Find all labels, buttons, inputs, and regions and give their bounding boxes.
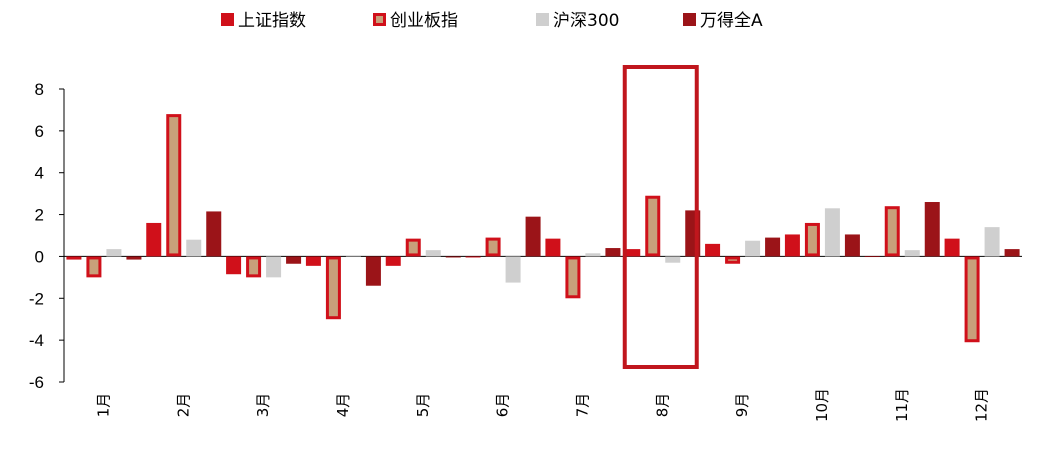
bar-2-2 <box>266 256 282 278</box>
bar-0-7 <box>625 249 641 257</box>
bar-2-5 <box>505 256 521 283</box>
bar-0-8 <box>705 243 721 257</box>
y-tick-label: 4 <box>35 164 44 183</box>
legend-swatch <box>683 13 696 26</box>
bar-0-9 <box>784 234 800 257</box>
bar-1-9 <box>804 222 820 257</box>
bar-1-5 <box>485 237 501 257</box>
bar-3-11 <box>1004 249 1020 257</box>
bar-2-1 <box>186 239 202 257</box>
y-tick-label: 6 <box>35 122 44 141</box>
legend-label: 创业板指 <box>390 11 458 31</box>
bar-0-6 <box>545 238 561 257</box>
bar-1-7 <box>645 195 661 257</box>
bar-0-5 <box>465 256 481 258</box>
bar-3-2 <box>286 256 302 264</box>
bar-1-1 <box>166 114 182 257</box>
bars <box>66 114 1020 343</box>
y-tick-label: 0 <box>35 247 44 266</box>
bar-0-10 <box>864 256 880 258</box>
bar-2-9 <box>824 208 840 257</box>
bar-1-3 <box>325 256 341 320</box>
legend-swatch <box>373 13 386 26</box>
x-tick-label: 3月 <box>254 393 272 418</box>
bar-0-0 <box>66 256 82 260</box>
x-tick-label: 10月 <box>813 388 831 422</box>
bar-2-3 <box>345 256 361 258</box>
bar-1-0 <box>86 256 102 278</box>
bar-3-1 <box>206 211 222 257</box>
bar-0-4 <box>385 256 401 266</box>
bar-2-0 <box>106 249 122 257</box>
bar-3-9 <box>844 234 860 257</box>
legend: 上证指数 创业板指 沪深300 万得全A <box>221 11 763 31</box>
legend-label: 万得全A <box>700 11 763 31</box>
legend-label: 上证指数 <box>238 11 306 31</box>
x-tick-label: 4月 <box>334 393 352 418</box>
bar-2-6 <box>585 253 601 257</box>
bar-1-4 <box>405 238 421 257</box>
bar-3-3 <box>365 256 381 286</box>
bar-3-0 <box>126 256 142 260</box>
bar-3-6 <box>605 248 621 257</box>
x-tick-label: 12月 <box>973 388 991 422</box>
x-tick-label: 1月 <box>94 393 112 418</box>
bar-1-11 <box>964 256 980 343</box>
bar-3-4 <box>445 256 461 258</box>
x-tick-label: 7月 <box>573 393 591 418</box>
bar-0-3 <box>305 256 321 266</box>
axes: -6 -4 -2 0 2 4 6 8 1月 2月 3月 4月 5月 6月 7月 8月 9月 10月 11月 12月 <box>29 80 1022 422</box>
highlight-group <box>622 65 699 369</box>
legend-swatch <box>221 13 234 26</box>
bar-1-8 <box>725 256 741 264</box>
bar-3-10 <box>924 202 940 257</box>
bar-1-2 <box>246 256 262 278</box>
bar-1-6 <box>565 256 581 299</box>
y-tick-label: 8 <box>35 80 44 99</box>
y-tick-label: -4 <box>29 331 44 350</box>
bar-3-5 <box>525 216 541 257</box>
bar-1-10 <box>884 206 900 257</box>
x-tick-label: 11月 <box>893 388 911 422</box>
highlight-box <box>622 65 699 369</box>
y-tick-label: 2 <box>35 206 44 225</box>
x-tick-label: 8月 <box>653 393 671 418</box>
bar-0-2 <box>226 256 242 275</box>
bar-3-8 <box>765 237 781 257</box>
bar-2-7 <box>665 256 681 263</box>
bar-0-11 <box>944 238 960 257</box>
y-tick-label: -2 <box>29 289 44 308</box>
x-tick-label: 6月 <box>494 393 512 418</box>
legend-swatch <box>536 13 549 26</box>
bar-2-11 <box>984 227 1000 257</box>
bar-2-8 <box>745 240 761 257</box>
x-tick-label: 9月 <box>733 393 751 418</box>
legend-label: 沪深300 <box>553 11 619 31</box>
bar-2-4 <box>425 250 441 257</box>
bar-2-10 <box>904 250 920 257</box>
y-tick-label: -6 <box>29 373 44 392</box>
bar-0-1 <box>146 222 162 257</box>
x-tick-label: 5月 <box>414 393 432 418</box>
x-tick-label: 2月 <box>174 393 192 418</box>
